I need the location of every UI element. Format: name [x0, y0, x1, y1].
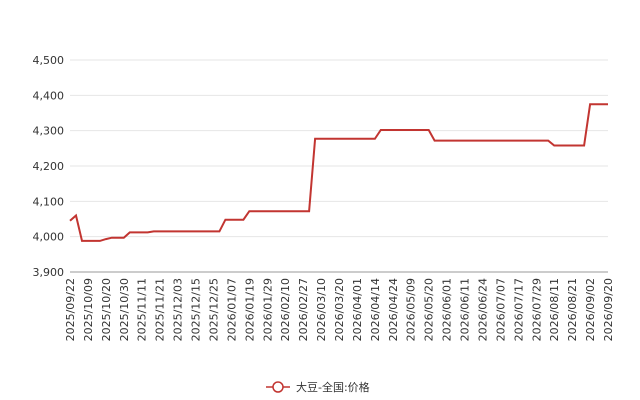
x-tick-label: 2026/02/27	[297, 278, 310, 341]
y-tick-label: 4,200	[33, 160, 65, 173]
x-tick-label: 2026/03/10	[315, 278, 328, 341]
x-tick-label: 2026/08/11	[548, 278, 561, 341]
x-tick-label: 2026/05/09	[405, 278, 418, 341]
y-tick-label: 4,300	[33, 125, 65, 138]
legend-label: 大豆-全国:价格	[296, 380, 370, 394]
y-tick-label: 3,900	[33, 266, 65, 279]
x-tick-label: 2026/01/29	[261, 278, 274, 341]
y-tick-label: 4,400	[33, 89, 65, 102]
x-tick-label: 2026/03/20	[333, 278, 346, 341]
x-tick-label: 2025/11/11	[136, 278, 149, 341]
y-tick-label: 4,100	[33, 195, 65, 208]
x-tick-label: 2025/10/20	[100, 278, 113, 341]
y-tick-label: 4,500	[33, 54, 65, 67]
x-tick-label: 2026/07/29	[530, 278, 543, 341]
x-tick-label: 2025/12/25	[207, 278, 220, 341]
x-tick-label: 2026/04/14	[369, 278, 382, 341]
x-tick-label: 2025/12/03	[172, 278, 185, 341]
legend-marker	[272, 381, 284, 393]
x-tick-label: 2025/10/30	[118, 278, 131, 341]
x-tick-label: 2025/11/21	[154, 278, 167, 341]
x-tick-label: 2026/07/07	[494, 278, 507, 341]
x-tick-label: 2026/06/24	[476, 278, 489, 341]
x-tick-label: 2025/10/09	[82, 278, 95, 341]
x-tick-label: 2026/01/07	[225, 278, 238, 341]
x-tick-label: 2026/08/21	[566, 278, 579, 341]
x-tick-label: 2026/04/24	[387, 278, 400, 341]
x-tick-label: 2026/04/01	[351, 278, 364, 341]
x-tick-label: 2026/09/20	[602, 278, 615, 341]
x-tick-label: 2026/02/10	[279, 278, 292, 341]
x-tick-label: 2026/05/20	[423, 278, 436, 341]
y-tick-label: 4,000	[33, 231, 65, 244]
x-tick-label: 2026/01/19	[243, 278, 256, 341]
series-line	[69, 103, 608, 242]
x-tick-label: 2025/12/15	[190, 278, 203, 341]
x-tick-label: 2026/07/17	[512, 278, 525, 341]
x-tick-label: 2026/06/01	[441, 278, 454, 341]
x-tick-label: 2026/06/11	[459, 278, 472, 341]
x-tick-label: 2026/09/02	[584, 278, 597, 341]
x-tick-label: 2025/09/22	[64, 278, 77, 341]
